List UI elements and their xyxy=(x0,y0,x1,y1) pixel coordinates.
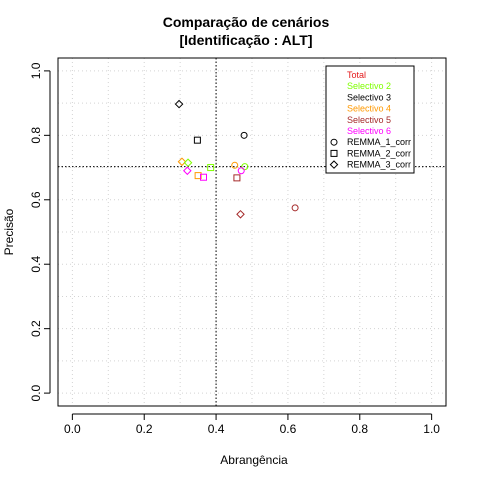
legend-symbol xyxy=(329,160,339,169)
data-point xyxy=(233,174,241,182)
data-point xyxy=(237,167,245,175)
data-point xyxy=(174,99,184,109)
data-point xyxy=(200,173,207,181)
data-point xyxy=(193,136,201,144)
legend-entry-color: Selectivo 2 xyxy=(347,81,391,91)
x-axis: 0.0 0.2 0.4 0.6 0.8 1.0 xyxy=(64,413,440,436)
legend-entry-color: Selectivo 6 xyxy=(347,126,391,136)
data-point xyxy=(231,161,239,169)
x-tick-label: 0.8 xyxy=(351,422,368,436)
legend-entry-shape: REMMA_2_corr xyxy=(347,148,411,158)
data-point xyxy=(236,209,245,219)
x-axis-label: Abrangência xyxy=(220,453,288,467)
data-point xyxy=(177,157,187,167)
y-tick-label: 1.0 xyxy=(29,62,43,79)
y-tick-label: 0.8 xyxy=(29,127,43,144)
x-tick-label: 0.0 xyxy=(64,422,81,436)
data-points xyxy=(174,99,299,219)
y-axis-label: Precisão xyxy=(2,208,16,255)
legend-symbol xyxy=(330,138,338,146)
legend-entry-color: Selectivo 3 xyxy=(347,92,391,102)
x-tick-label: 0.4 xyxy=(208,422,225,436)
x-tick-label: 1.0 xyxy=(423,422,440,436)
data-point xyxy=(291,204,299,212)
legend-entry-color: Total xyxy=(347,70,366,80)
data-point xyxy=(207,164,215,172)
plot-frame xyxy=(57,57,447,407)
data-point xyxy=(240,131,248,139)
data-point xyxy=(241,163,249,171)
legend-box xyxy=(325,65,415,174)
y-tick-label: 0.0 xyxy=(29,384,43,401)
legend-entry-shape: REMMA_1_corr xyxy=(347,137,411,147)
grid-lines xyxy=(58,58,446,406)
y-axis: 0.0 0.2 0.4 0.6 0.8 1.0 xyxy=(29,62,51,401)
data-point xyxy=(183,158,193,168)
chart-title: Comparação de cenários xyxy=(163,14,330,30)
y-tick-label: 0.2 xyxy=(29,320,43,337)
data-point xyxy=(194,172,202,180)
legend-entry-color: Selectivo 5 xyxy=(347,115,391,125)
y-tick-label: 0.4 xyxy=(29,256,43,273)
legend-entry-shape: REMMA_3_corr xyxy=(347,160,411,170)
legend-symbol xyxy=(330,149,338,157)
data-point xyxy=(183,166,192,176)
legend-entry-color: Selectivo 4 xyxy=(347,104,391,114)
y-tick-label: 0.6 xyxy=(29,191,43,208)
x-tick-label: 0.6 xyxy=(280,422,297,436)
x-tick-label: 0.2 xyxy=(136,422,153,436)
chart-subtitle: [Identificação : ALT] xyxy=(180,32,313,48)
